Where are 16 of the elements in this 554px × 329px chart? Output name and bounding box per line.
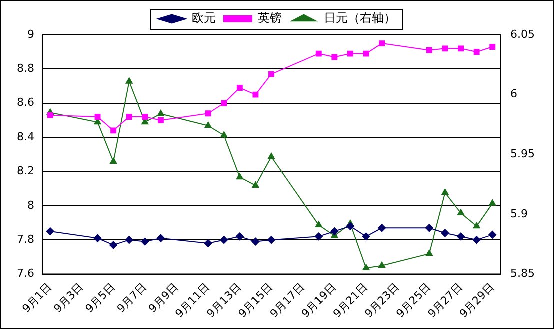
y2-tick-label: 5.85 [510,267,536,280]
y-tick-label: 8.6 [16,96,34,110]
y-tick-label: 9 [27,28,34,41]
y2-tick-label: 6.05 [510,28,536,41]
y-tick-label: 8.8 [16,62,34,76]
y2-tick-label: 5.95 [510,147,536,160]
y-tick-label: 8 [27,198,34,212]
y-tick-label: 7.6 [16,267,34,280]
y-tick-label: 7.8 [16,232,34,246]
y2-tick-label: 6 [510,88,518,101]
y2-tick-label: 5.9 [510,207,528,220]
legend-label: 日元（右轴） [324,11,396,26]
legend-label: 欧元 [192,11,216,26]
legend-label: 英镑 [258,11,282,26]
y-tick-label: 8.4 [16,130,34,144]
y-tick-label: 8.2 [16,164,34,178]
